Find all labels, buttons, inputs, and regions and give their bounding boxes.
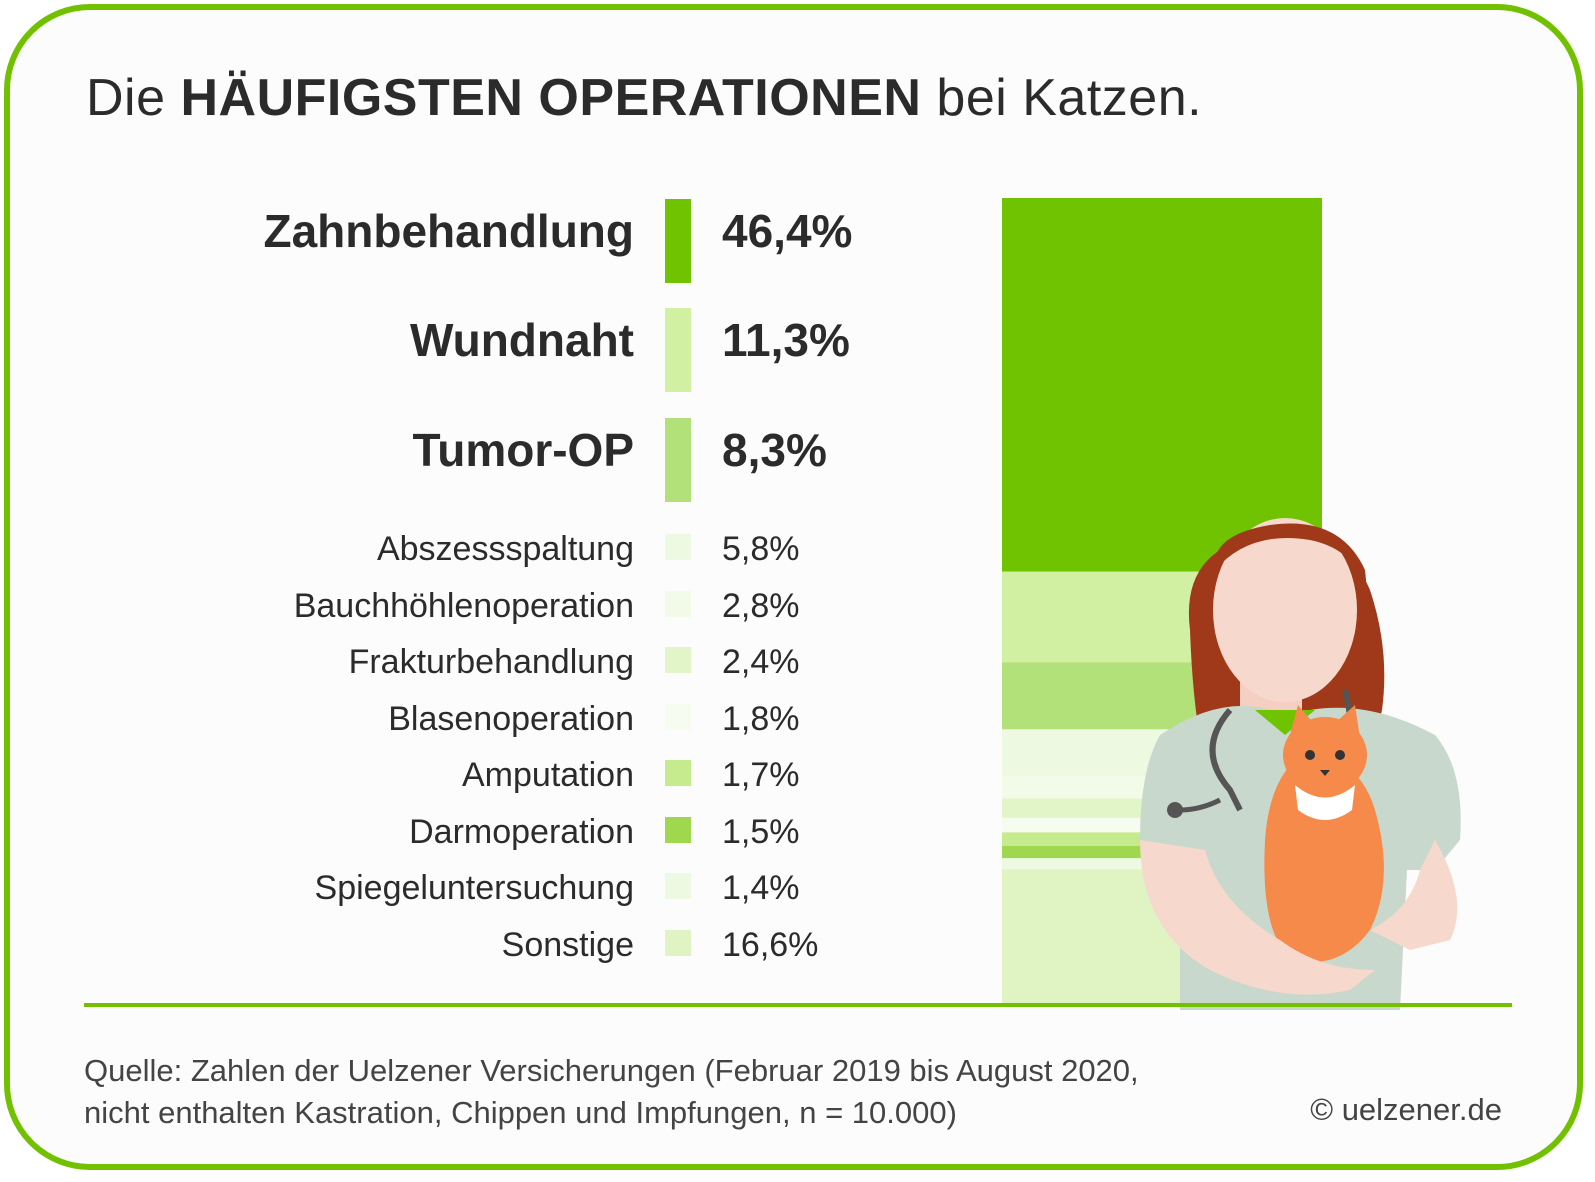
value-label: 11,3% xyxy=(722,314,850,366)
vet-with-cat-illustration xyxy=(1140,518,1461,1010)
title-suffix: bei Katzen. xyxy=(921,69,1203,127)
legend-swatch xyxy=(665,534,691,560)
title-prefix: Die xyxy=(86,69,181,127)
value-label: 1,7% xyxy=(722,756,800,794)
legend-swatch xyxy=(665,418,691,502)
category-label: Darmoperation xyxy=(409,812,634,851)
legend-swatch xyxy=(665,929,691,956)
category-label: Tumor-OP xyxy=(412,424,634,476)
baseline-divider xyxy=(84,1003,1512,1007)
legend-swatch xyxy=(665,590,691,617)
page-title: Die HÄUFIGSTEN OPERATIONEN bei Katzen. xyxy=(86,68,1202,128)
value-label: 8,3% xyxy=(722,424,827,476)
value-label: 2,8% xyxy=(722,586,800,625)
category-label: Blasenoperation xyxy=(388,699,634,738)
category-label: Zahnbehandlung xyxy=(263,205,634,257)
category-label: Wundnaht xyxy=(410,314,634,366)
legend-swatch xyxy=(665,816,691,843)
legend-swatch xyxy=(665,308,691,392)
category-label: Spiegeluntersuchung xyxy=(314,869,634,907)
category-label: Frakturbehandlung xyxy=(348,643,634,681)
value-label: 1,8% xyxy=(722,699,800,738)
value-label: 46,4% xyxy=(722,205,853,257)
value-label: 1,4% xyxy=(722,869,800,907)
source-line-2: nicht enthalten Kastration, Chippen und … xyxy=(84,1095,957,1130)
copyright: © uelzener.de xyxy=(1310,1092,1502,1127)
value-label: 1,5% xyxy=(722,812,800,851)
value-label: 2,4% xyxy=(722,643,800,681)
source-line-1: Quelle: Zahlen der Uelzener Versicherung… xyxy=(84,1053,1139,1088)
category-label: Abszessspaltung xyxy=(376,530,634,568)
legend-swatch xyxy=(665,703,691,730)
title-bold: HÄUFIGSTEN OPERATIONEN xyxy=(180,69,922,127)
value-label: 16,6% xyxy=(722,925,819,964)
legend-swatch xyxy=(665,199,691,283)
legend-swatch xyxy=(665,760,691,786)
legend-swatch xyxy=(665,873,691,899)
source-note: Quelle: Zahlen der Uelzener Versicherung… xyxy=(84,1050,1139,1134)
legend-swatch xyxy=(665,647,691,673)
category-label: Amputation xyxy=(462,756,634,794)
category-label: Sonstige xyxy=(501,925,634,964)
category-label: Bauchhöhlenoperation xyxy=(293,586,634,625)
value-label: 5,8% xyxy=(722,530,800,568)
